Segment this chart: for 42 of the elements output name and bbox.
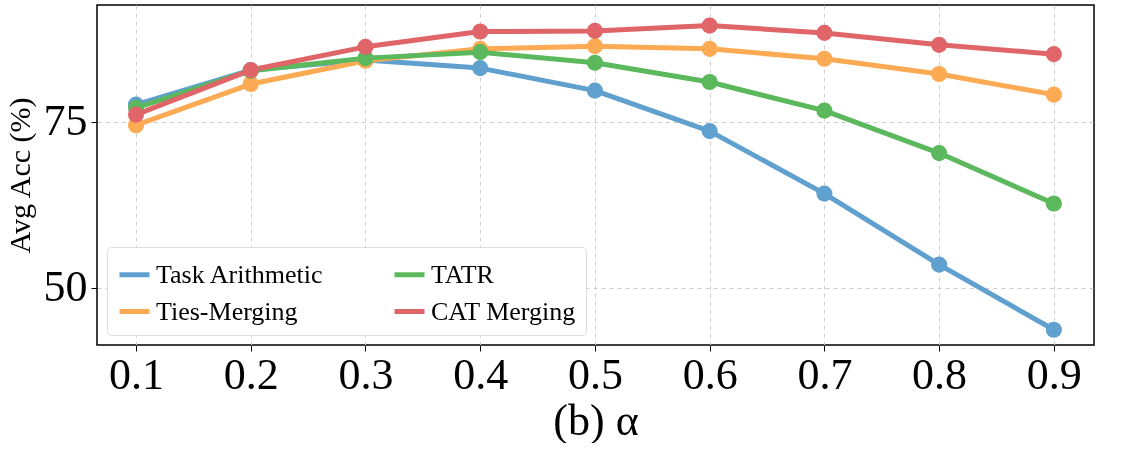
point <box>586 22 603 39</box>
x-tick-label: 0.8 <box>912 349 968 399</box>
point <box>1045 46 1062 63</box>
point <box>586 38 603 55</box>
y-tick-label: 50 <box>43 262 88 312</box>
y-axis-title: Avg Acc (%) <box>2 97 37 254</box>
x-tick-label: 0.2 <box>223 349 279 399</box>
point <box>931 145 948 162</box>
point <box>701 73 718 91</box>
point <box>472 60 489 77</box>
x-tick-label: 0.9 <box>1026 349 1082 399</box>
point <box>816 50 833 67</box>
point <box>1045 195 1062 212</box>
y-tick-label: 75 <box>43 96 88 146</box>
point <box>242 75 259 93</box>
point <box>472 23 489 40</box>
point <box>472 44 489 61</box>
point <box>816 24 833 41</box>
x-tick-label: 0.3 <box>338 349 394 399</box>
point <box>1045 86 1062 103</box>
x-tick-label: 0.6 <box>682 349 738 399</box>
point <box>701 123 718 140</box>
x-tick-label: 0.1 <box>109 349 165 399</box>
point <box>1045 321 1062 338</box>
legend-label: TATR <box>431 259 495 289</box>
x-tick-label: 0.7 <box>797 349 853 399</box>
point <box>586 82 603 99</box>
x-tick-label: 0.4 <box>453 349 509 399</box>
point <box>931 36 948 53</box>
point <box>357 38 374 55</box>
point <box>931 256 948 273</box>
legend-label: Ties-Merging <box>156 296 298 326</box>
point <box>816 185 833 202</box>
point <box>931 66 948 83</box>
x-tick-label: 0.5 <box>567 349 623 399</box>
point <box>701 17 718 34</box>
point <box>701 40 718 57</box>
point <box>586 54 603 71</box>
point <box>127 106 145 123</box>
legend-label: CAT Merging <box>431 296 576 326</box>
point <box>816 102 833 119</box>
legend-label: Task Arithmetic <box>156 259 323 289</box>
